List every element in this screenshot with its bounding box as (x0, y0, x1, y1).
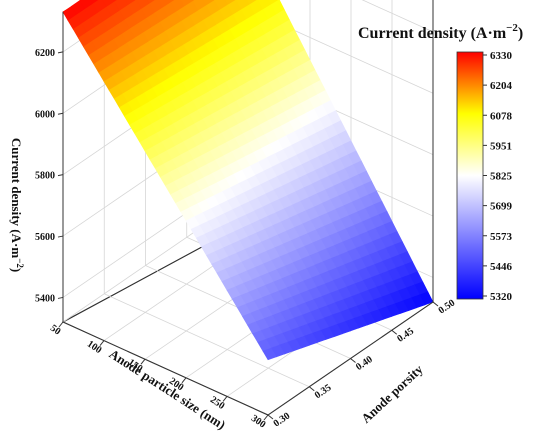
z-tick-mark (57, 112, 64, 115)
colorbar-tick-label: 6204 (490, 80, 513, 92)
y-tick-label: 0.50 (437, 298, 458, 317)
colorbar-title: Current density (A·m−2) (358, 22, 523, 42)
x-tick-mark (140, 358, 146, 365)
y-tick-label: 0.35 (313, 382, 334, 401)
z-tick-label: 5800 (35, 171, 55, 182)
y-tick-label: 0.45 (395, 326, 416, 345)
grid-y (103, 0, 310, 388)
x-tick-mark (58, 321, 64, 328)
z-tick-mark (57, 235, 64, 238)
z-tick-label: 5600 (35, 232, 55, 243)
colorbar-tick-label: 5446 (490, 261, 513, 273)
x-tick-mark (181, 377, 187, 384)
colorbar-tick-label: 5699 (490, 201, 513, 213)
surface-plot (62, 0, 434, 361)
y-tick-mark (350, 358, 356, 363)
y-axis-label: Anode porsity (358, 361, 426, 426)
x-tick-label: 300 (249, 413, 268, 431)
x-tick-label: 100 (85, 339, 104, 357)
y-tick-mark (391, 329, 398, 335)
z-tick-mark (57, 174, 64, 177)
colorbar-tick-label: 5320 (490, 291, 513, 303)
colorbar-tick-label: 5951 (490, 140, 512, 152)
y-tick-mark (432, 301, 439, 307)
colorbar-tick-label: 5573 (490, 231, 513, 243)
z-tick-label: 5400 (35, 293, 55, 304)
z-axis-ticks: 5400 5600 5800 6000 6200 (35, 48, 64, 304)
colorbar (456, 51, 484, 300)
colorbar-tick-label: 6078 (490, 110, 513, 122)
colorbar-tick-label: 5825 (490, 171, 513, 183)
x-tick-mark (222, 396, 228, 402)
y-tick-label: 0.30 (272, 411, 293, 430)
surface-patch (262, 347, 277, 361)
colorbar-tick-label: 6330 (490, 50, 513, 62)
z-tick-mark (57, 296, 64, 299)
edge-x-axis (62, 321, 269, 416)
y-tick-mark (267, 414, 274, 420)
z-axis-label: Current density (A·m−2) (9, 138, 25, 272)
y-tick-label: 0.40 (354, 354, 375, 373)
y-tick-mark (308, 386, 315, 392)
z-tick-label: 6200 (35, 48, 55, 59)
z-tick-label: 6000 (35, 109, 55, 120)
x-tick-mark (99, 340, 105, 346)
colorbar-ticks: 6330 6204 6078 5951 5825 5699 5573 5446 5320 (483, 50, 513, 303)
x-tick-mark (263, 414, 269, 421)
z-tick-mark (57, 51, 64, 54)
